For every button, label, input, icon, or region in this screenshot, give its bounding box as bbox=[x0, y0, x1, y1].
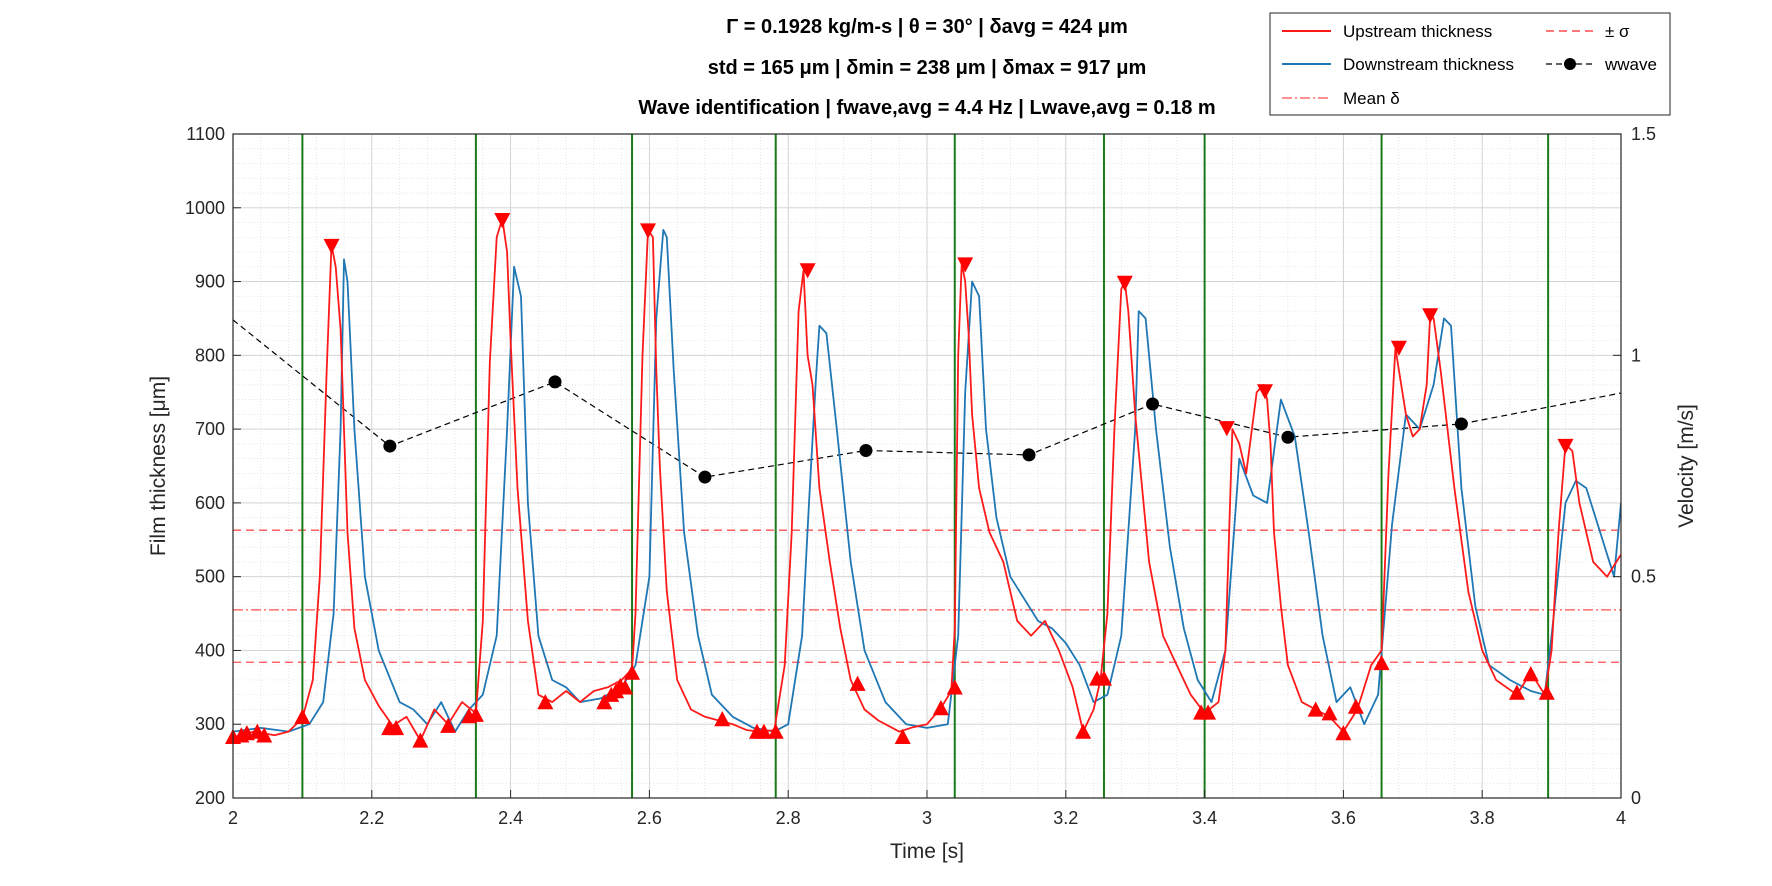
wave-speed-line bbox=[233, 319, 1621, 478]
y-tick-label-left: 1000 bbox=[185, 198, 225, 218]
y-tick-label-left: 200 bbox=[195, 788, 225, 808]
trough-marker bbox=[412, 732, 429, 748]
legend-box bbox=[1269, 12, 1671, 116]
peak-marker bbox=[640, 223, 657, 239]
trough-marker bbox=[1321, 705, 1338, 721]
peak-marker bbox=[1422, 308, 1439, 324]
trough-marker bbox=[755, 723, 772, 739]
peak-marker bbox=[1116, 275, 1133, 291]
peak-marker bbox=[799, 263, 816, 279]
wave-speed-point bbox=[698, 470, 712, 484]
peak-marker bbox=[1557, 438, 1574, 455]
trough-marker bbox=[849, 675, 866, 691]
trough-marker bbox=[1307, 701, 1324, 717]
x-tick-label: 3.8 bbox=[1470, 808, 1495, 828]
x-tick-label: 2 bbox=[228, 808, 238, 828]
peak-marker bbox=[1390, 340, 1407, 356]
trough-marker bbox=[767, 723, 784, 739]
legend-swatch-wave-speed-marker bbox=[1564, 58, 1576, 70]
trough-marker bbox=[932, 699, 949, 716]
trough-marker bbox=[467, 706, 484, 722]
peak-marker bbox=[323, 238, 340, 255]
wave-speed-point bbox=[1146, 397, 1160, 411]
trough-marker bbox=[1075, 723, 1092, 739]
trough-marker bbox=[388, 719, 405, 736]
peak-marker bbox=[1256, 384, 1273, 400]
legend-label-sigma: ± σ bbox=[1605, 22, 1630, 41]
series-lines bbox=[233, 217, 1621, 742]
wave-speed-point bbox=[1281, 430, 1295, 444]
x-tick-label: 3.4 bbox=[1192, 808, 1217, 828]
wave-speed-point bbox=[383, 439, 397, 453]
trough-marker bbox=[714, 711, 731, 727]
trough-marker bbox=[946, 679, 963, 695]
upstream-thickness-line bbox=[233, 217, 1621, 742]
y-tick-label-right: 0 bbox=[1631, 788, 1641, 808]
y-axis-right-label: Velocity [m/s] bbox=[1675, 404, 1698, 528]
legend-label-upstream: Upstream thickness bbox=[1343, 22, 1492, 41]
x-axis-label: Time [s] bbox=[890, 840, 964, 863]
trough-marker bbox=[256, 727, 273, 743]
title-line-3: Wave identification | fwave,avg = 4.4 Hz… bbox=[638, 97, 1215, 119]
x-tick-label: 3.6 bbox=[1331, 808, 1356, 828]
downstream-thickness-line bbox=[233, 228, 1621, 733]
title-line-1: Γ = 0.1928 kg/m-s | θ = 30° | δavg = 424… bbox=[726, 16, 1128, 38]
x-tick-label: 4 bbox=[1616, 808, 1626, 828]
trough-marker bbox=[1522, 666, 1539, 682]
y-tick-label-left: 900 bbox=[195, 272, 225, 292]
x-tick-label: 2.8 bbox=[776, 808, 801, 828]
x-tick-label: 3 bbox=[922, 808, 932, 828]
x-tick-label: 2.2 bbox=[359, 808, 384, 828]
y-tick-label-left: 1100 bbox=[186, 124, 225, 144]
legend-label-wave-speed: wwave bbox=[1604, 55, 1657, 74]
trough-marker bbox=[894, 728, 911, 744]
y-tick-label-left: 600 bbox=[195, 493, 225, 513]
wave-markers bbox=[225, 213, 1574, 748]
y-tick-label-left: 700 bbox=[195, 419, 225, 439]
trough-marker bbox=[617, 679, 634, 695]
y-axis-left-label: Film thickness [μm] bbox=[147, 376, 170, 556]
wave-speed-point bbox=[1022, 448, 1036, 462]
wave-speed-point bbox=[1454, 417, 1468, 431]
y-tick-label-left: 800 bbox=[195, 345, 225, 365]
x-tick-label: 2.6 bbox=[637, 808, 662, 828]
x-axis-ticks: 2 2.2 2.4 2.6 2.8 3 3.2 3.4 3.6 3.8 4 bbox=[228, 790, 1626, 828]
trough-marker bbox=[1347, 698, 1364, 714]
trough-marker bbox=[440, 717, 457, 733]
wave-speed-point bbox=[859, 444, 873, 458]
peak-marker bbox=[494, 213, 511, 229]
title-line-2: std = 165 μm | δmin = 238 μm | δmax = 91… bbox=[708, 57, 1146, 79]
legend-label-downstream: Downstream thickness bbox=[1343, 55, 1514, 74]
y-tick-label-right: 0.5 bbox=[1631, 567, 1656, 587]
reference-lines bbox=[233, 529, 1621, 663]
peak-marker bbox=[957, 257, 974, 273]
y-tick-label-right: 1.5 bbox=[1631, 124, 1656, 144]
y-tick-label-right: 1 bbox=[1631, 345, 1641, 365]
trough-marker bbox=[537, 694, 554, 710]
legend-label-mean: Mean δ bbox=[1343, 89, 1400, 108]
y-axis-left-ticks: 200 300 400 500 600 700 800 900 1000 1100 bbox=[185, 124, 241, 808]
wave-speed-point bbox=[548, 375, 562, 389]
trough-marker bbox=[1335, 725, 1352, 741]
trough-marker bbox=[1508, 684, 1525, 700]
x-tick-label: 2.4 bbox=[498, 808, 523, 828]
trough-marker bbox=[294, 708, 311, 725]
legend: Upstream thickness ± σ Downstream thickn… bbox=[1269, 12, 1671, 116]
trough-marker bbox=[1095, 670, 1112, 686]
trough-marker bbox=[624, 664, 641, 680]
trough-marker bbox=[1538, 684, 1555, 700]
trough-marker bbox=[1200, 704, 1217, 720]
x-tick-label: 3.2 bbox=[1053, 808, 1078, 828]
y-tick-label-left: 300 bbox=[195, 714, 225, 734]
trough-marker bbox=[1373, 654, 1390, 671]
y-axis-right-ticks: 0 0.5 1 1.5 bbox=[1613, 124, 1656, 808]
y-tick-label-left: 400 bbox=[195, 640, 225, 660]
y-tick-label-left: 500 bbox=[195, 567, 225, 587]
peak-marker bbox=[1218, 421, 1235, 437]
